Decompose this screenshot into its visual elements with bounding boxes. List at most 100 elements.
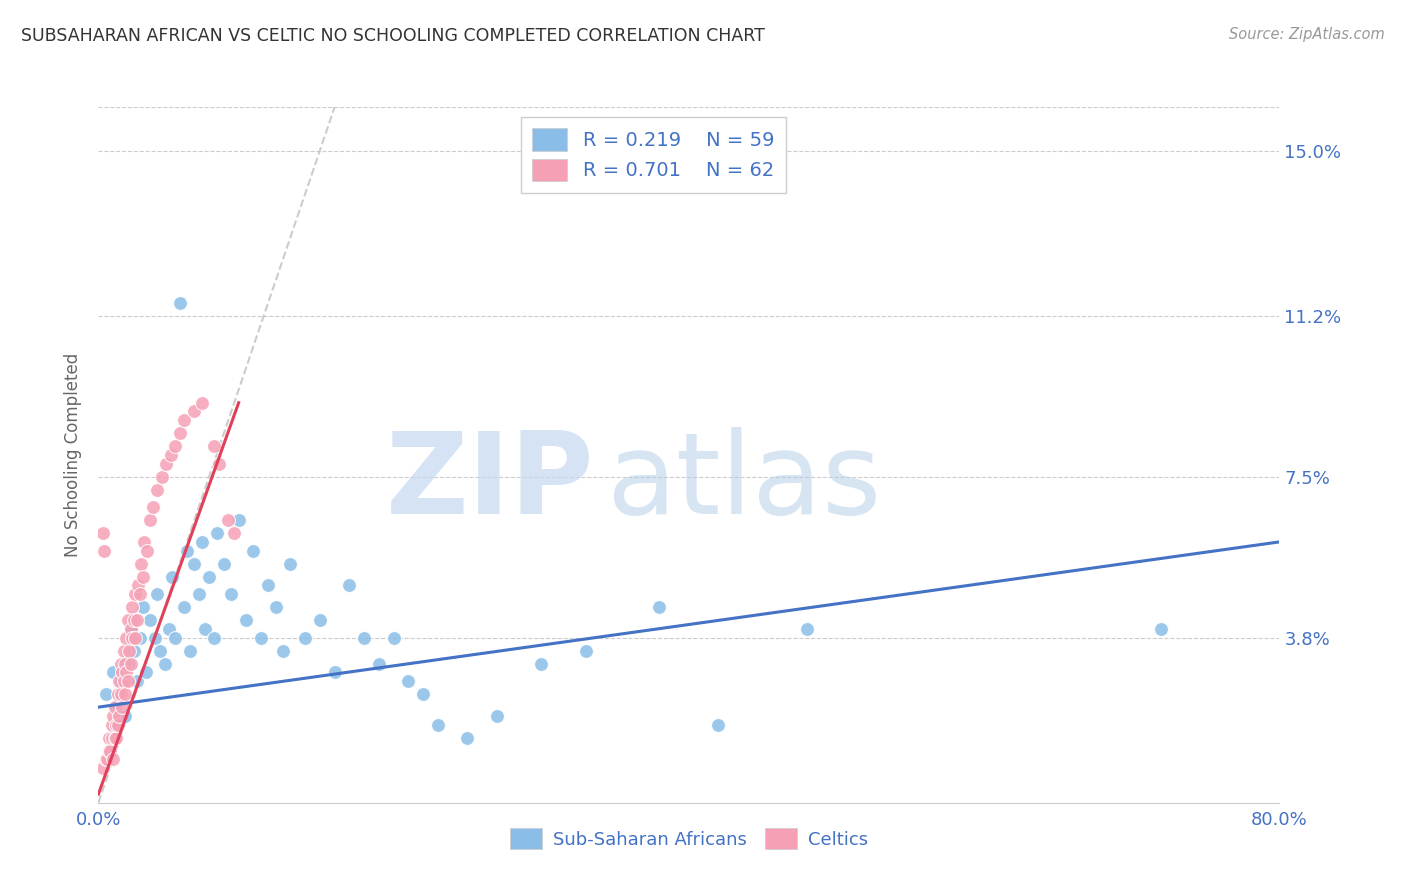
Point <box>117 657 139 671</box>
Point <box>205 526 228 541</box>
Point <box>187 587 209 601</box>
Point <box>575 643 598 657</box>
Point <box>139 613 162 627</box>
Point <box>125 674 148 689</box>
Point <box>146 483 169 497</box>
Point <box>191 534 214 549</box>
Point <box>176 543 198 558</box>
Point <box>98 744 121 758</box>
Point <box>94 752 117 766</box>
Point <box>108 674 131 689</box>
Point <box>150 469 173 483</box>
Point <box>221 587 243 601</box>
Text: ZIP: ZIP <box>387 427 595 538</box>
Point <box>112 674 135 689</box>
Point <box>173 413 195 427</box>
Point <box>115 665 138 680</box>
Point <box>194 622 217 636</box>
Point <box>155 457 177 471</box>
Point <box>117 613 139 627</box>
Point <box>398 674 420 689</box>
Point <box>97 744 120 758</box>
Point <box>128 587 150 601</box>
Point <box>104 700 127 714</box>
Point <box>142 500 165 514</box>
Point <box>162 570 183 584</box>
Text: Source: ZipAtlas.com: Source: ZipAtlas.com <box>1229 27 1385 42</box>
Point <box>183 404 205 418</box>
Point <box>217 513 239 527</box>
Point <box>169 295 191 310</box>
Point <box>139 513 162 527</box>
Point <box>153 657 176 671</box>
Point <box>353 631 375 645</box>
Point <box>96 752 118 766</box>
Point <box>111 665 134 680</box>
Point <box>136 543 159 558</box>
Point <box>121 631 143 645</box>
Point <box>235 613 257 627</box>
Point <box>105 717 128 731</box>
Point <box>707 717 730 731</box>
Point <box>100 731 122 745</box>
Point <box>112 643 135 657</box>
Point <box>271 643 294 657</box>
Point <box>208 457 231 471</box>
Point <box>108 708 131 723</box>
Point <box>191 395 214 409</box>
Point <box>1150 622 1173 636</box>
Point <box>127 578 149 592</box>
Point <box>143 631 166 645</box>
Point <box>105 731 128 745</box>
Point <box>122 613 145 627</box>
Point <box>159 448 181 462</box>
Y-axis label: No Schooling Completed: No Schooling Completed <box>63 353 82 557</box>
Point <box>120 622 142 636</box>
Point <box>97 731 120 745</box>
Point <box>103 665 125 680</box>
Point <box>91 526 114 541</box>
Point <box>796 622 818 636</box>
Point <box>115 631 138 645</box>
Point <box>228 513 250 527</box>
Point <box>114 708 136 723</box>
Point <box>146 587 169 601</box>
Point <box>125 613 148 627</box>
Point <box>368 657 391 671</box>
Point <box>107 717 129 731</box>
Point <box>149 643 172 657</box>
Point <box>323 665 346 680</box>
Point <box>157 622 180 636</box>
Point <box>93 543 115 558</box>
Point <box>309 613 332 627</box>
Point <box>124 587 146 601</box>
Point <box>104 731 127 745</box>
Point <box>121 600 143 615</box>
Point <box>124 631 146 645</box>
Point <box>111 700 134 714</box>
Point <box>427 717 450 731</box>
Point <box>122 643 145 657</box>
Point <box>165 631 187 645</box>
Point <box>242 543 264 558</box>
Point <box>129 557 152 571</box>
Point <box>110 657 132 671</box>
Point <box>224 526 246 541</box>
Point <box>114 657 136 671</box>
Point <box>382 631 405 645</box>
Point <box>132 570 155 584</box>
Point <box>132 600 155 615</box>
Point <box>202 631 225 645</box>
Point <box>250 631 273 645</box>
Point <box>294 631 316 645</box>
Point <box>202 439 225 453</box>
Point <box>257 578 280 592</box>
Point <box>100 717 122 731</box>
Point <box>198 570 221 584</box>
Point <box>134 534 156 549</box>
Point <box>103 708 125 723</box>
Point <box>412 687 434 701</box>
Point <box>114 687 136 701</box>
Text: atlas: atlas <box>606 427 882 538</box>
Point <box>135 665 157 680</box>
